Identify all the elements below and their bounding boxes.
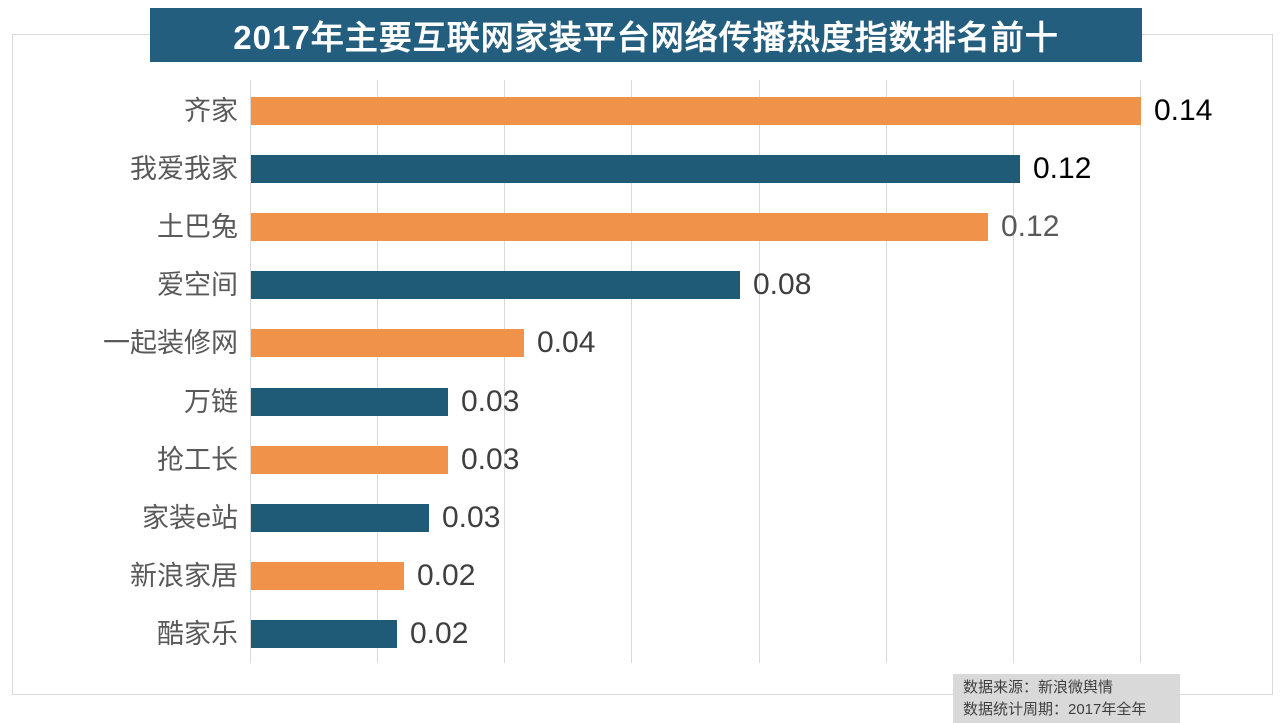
value-label-8: 0.03 [442,500,501,534]
category-label-10: 酷家乐 [157,618,238,649]
gridline [504,80,506,663]
bar-9 [251,561,404,590]
bar-8 [251,503,429,532]
value-label-9: 0.02 [417,558,476,592]
chart-title-banner: 2017年主要互联网家装平台网络传播热度指数排名前十 [150,8,1142,62]
gridline [631,80,633,663]
value-label-3: 0.12 [1001,210,1060,244]
value-label-1: 0.14 [1154,94,1213,127]
value-label-7: 0.03 [461,442,520,476]
value-label-10: 0.02 [410,616,469,650]
category-label-1: 齐家 [184,96,238,126]
category-label-7: 抢工长 [157,444,238,475]
value-label-6: 0.03 [461,384,520,418]
gridline [885,80,887,663]
category-label-2: 我爱我家 [130,154,238,185]
data-source-box: 数据来源：新浪微舆情 数据统计周期：2017年全年 [953,674,1180,723]
category-label-3: 土巴兔 [157,212,238,243]
value-label-5: 0.04 [537,326,596,360]
chart-plot-frame [12,34,1273,695]
value-label-2: 0.12 [1033,152,1092,186]
data-source-line: 数据来源：新浪微舆情 [963,679,1114,696]
chart-title: 2017年主要互联网家装平台网络传播热度指数排名前十 [233,19,1059,56]
gridline [377,80,379,663]
bar-6 [251,387,448,416]
category-label-6: 万链 [184,386,238,417]
value-label-4: 0.08 [753,268,812,302]
category-label-4: 爱空间 [157,270,238,301]
category-label-8: 家装e站 [141,502,238,533]
bar-2 [251,155,1020,184]
bar-7 [251,445,448,474]
bar-4 [251,271,740,300]
bar-3 [251,213,988,242]
bar-5 [251,329,524,358]
category-label-5: 一起装修网 [103,328,238,359]
category-label-9: 新浪家居 [130,560,238,591]
gridline [1139,80,1141,663]
data-period-line: 数据统计周期：2017年全年 [963,701,1147,718]
gridline [1012,80,1014,663]
gridline [758,80,760,663]
y-axis-line [250,80,251,663]
bar-1 [251,97,1141,125]
bar-10 [251,619,397,648]
